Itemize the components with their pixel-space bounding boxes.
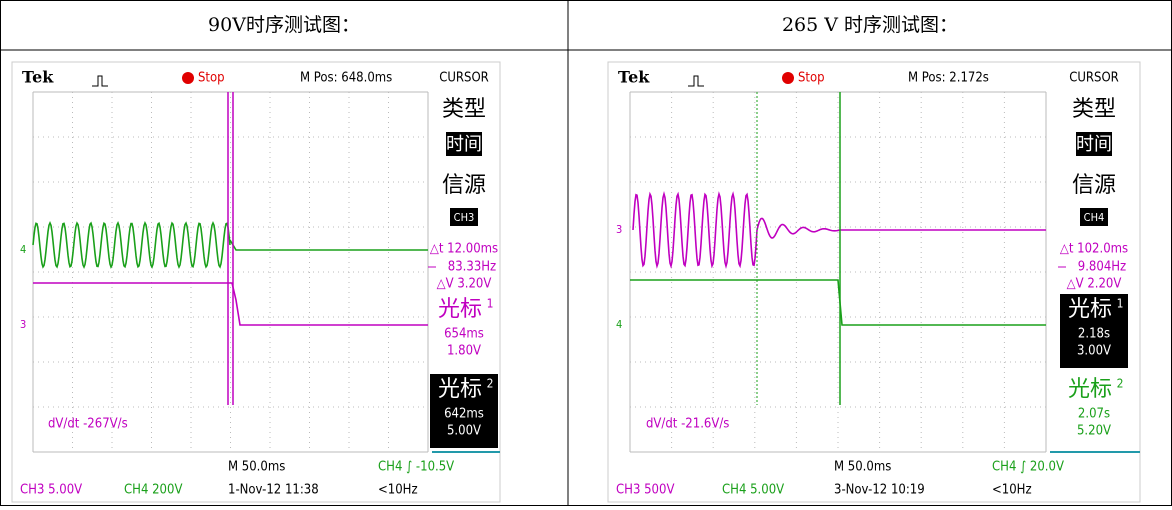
page: 90V时序测试图： 265 V 时序测试图： Tek Stop M Pos: 648… [0,0,1172,506]
timebase: M 50.0ms [834,460,891,475]
channel-marker: 3 [20,318,26,331]
cursor-volts: 3.00V [1077,344,1111,359]
slope: dV/dt -267V/s [48,417,128,432]
cursor-time: 642ms [444,407,484,422]
ch4-scale: CH4 200V [124,483,182,498]
run-state: Stop [798,71,825,86]
position: M Pos: 2.172s [908,71,989,86]
cursor-volts: 5.20V [1077,424,1111,439]
type-value: 时间 [446,134,482,155]
source-label: 信源 [442,173,486,198]
cursor-label: 光标 [438,377,482,402]
channel-marker: 4 [20,243,26,256]
cursor-index: 2 [1117,377,1124,391]
cursor-label: 光标 [1068,377,1112,402]
source-value: CH3 [454,211,475,224]
menu-title: CURSOR [1069,71,1119,86]
header-right: 265 V 时序测试图： [782,14,958,36]
delta-v: △V 2.20V [1067,277,1122,292]
cursor-index: 1 [1117,297,1124,311]
ch4-scale: CH4 5.00V [722,483,784,498]
position: M Pos: 648.0ms [300,71,392,86]
cursor-index: 2 [487,377,494,391]
type-value: 时间 [1076,134,1112,155]
cursor-time: 2.18s [1078,327,1110,342]
cursor-label: 光标 [1068,297,1112,322]
delta-t: △t 12.00ms [430,242,498,257]
cursor-index: 1 [487,297,494,311]
menu-title: CURSOR [439,71,489,86]
type-label: 类型 [442,97,486,122]
brand: Tek [22,68,54,87]
ch3-scale: CH3 5.00V [20,483,82,498]
header-left: 90V时序测试图： [208,14,360,36]
trigger: CH4 ∫ 20.0V [992,460,1064,475]
stop-dot [182,72,194,84]
date: 3-Nov-12 10:19 [834,483,925,498]
cursor-time: 654ms [444,327,484,342]
source-label: 信源 [1072,173,1116,198]
cursor-volts: 5.00V [447,424,481,439]
date: 1-Nov-12 11:38 [228,483,319,498]
rate: <10Hz [992,483,1032,498]
stop-dot [782,72,794,84]
slope: dV/dt -21.6V/s [646,417,729,432]
cursor-time: 2.07s [1078,407,1110,422]
timebase: M 50.0ms [228,460,285,475]
trigger: CH4 ∫ -10.5V [378,460,454,475]
cursor-label: 光标 [438,297,482,322]
scope-screen [608,62,1140,502]
scope-screen [12,62,500,502]
brand: Tek [618,68,650,87]
cursor-volts: 1.80V [447,344,481,359]
ch3-scale: CH3 500V [616,483,674,498]
frequency: 9.804Hz [1078,260,1126,275]
frequency: 83.33Hz [448,260,496,275]
delta-v: △V 3.20V [437,277,492,292]
type-label: 类型 [1072,97,1116,122]
delta-t: △t 102.0ms [1060,242,1128,257]
run-state: Stop [198,71,225,86]
channel-marker: 4 [616,318,622,331]
rate: <10Hz [378,483,418,498]
source-value: CH4 [1084,211,1105,224]
channel-marker: 3 [616,223,622,236]
